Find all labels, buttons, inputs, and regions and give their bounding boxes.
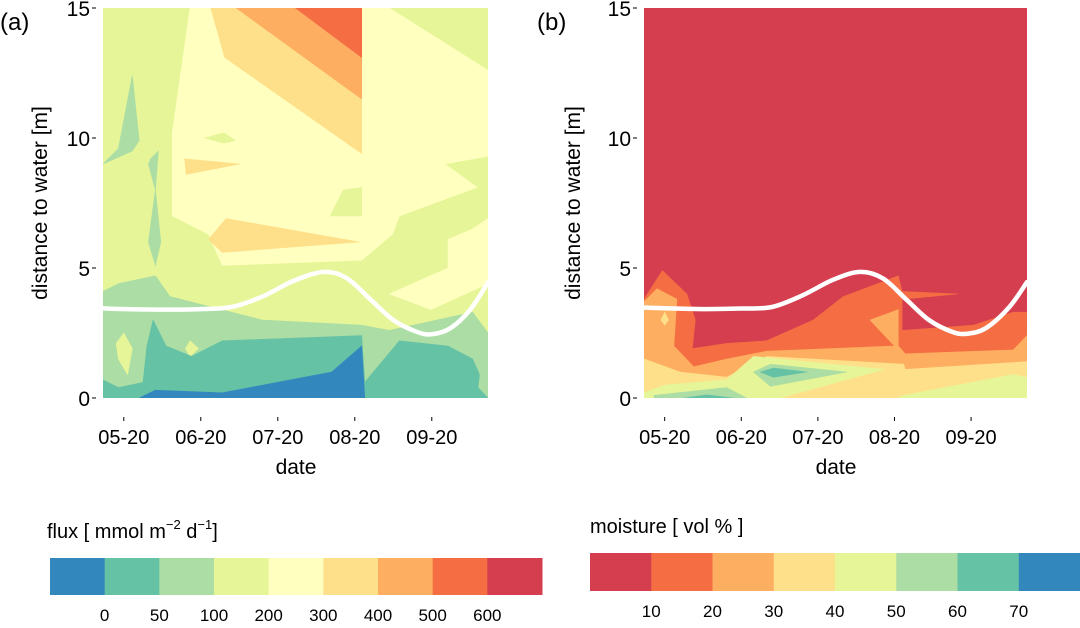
contour-region-0-50 <box>103 319 488 398</box>
x-tick-label: 08-20 <box>869 427 920 449</box>
x-tick-label: 05-20 <box>639 427 690 449</box>
plot-area <box>103 8 488 398</box>
legend-color-swatch <box>50 558 106 595</box>
panel-a-label: (a) <box>0 9 29 36</box>
legend-tick-label: 40 <box>826 602 845 621</box>
flux-title-sup2: −1 <box>197 517 212 532</box>
x-tick-label: 09-20 <box>406 427 457 449</box>
x-tick-label: 05-20 <box>98 427 149 449</box>
legend-color-swatch <box>712 553 775 591</box>
panel-a-x-axis-label: date <box>276 456 317 479</box>
panel-a-y-axis-label: distance to water [m] <box>29 106 52 300</box>
legend-color-swatch <box>268 558 324 595</box>
legend-tick-label: 10 <box>642 602 661 621</box>
contour-region-500-600 <box>294 8 363 58</box>
flux-title-end: ] <box>212 521 218 543</box>
y-tick-label: 5 <box>619 258 631 281</box>
contour-region-40-50 <box>898 374 1027 398</box>
contour-region-50-100 <box>103 75 140 165</box>
legend-tick-label: 50 <box>887 602 906 621</box>
x-tick-label: 07-20 <box>252 427 303 449</box>
panel-b-moisture-contour: (b) distance to water [m] date 0 5 10 15 05-… <box>537 0 1027 479</box>
flux-title-main: flux [ mmol m <box>47 521 166 543</box>
contour-region--0 <box>139 345 366 398</box>
flux-legend-title: flux [ mmol m−2 d−1] <box>47 517 218 543</box>
contour-region--10 <box>644 8 1027 398</box>
flux-title-sup1: −2 <box>166 517 181 532</box>
legend-tick-label: 500 <box>418 606 446 623</box>
panel-a-flux-contour: (a) distance to water [m] date 0 5 10 15 05-… <box>0 0 488 479</box>
legend-tick-label: 30 <box>764 602 783 621</box>
contour-region-50-100 <box>148 150 162 267</box>
legend-color-swatch <box>590 553 652 591</box>
contour-region-300-400 <box>184 158 241 175</box>
panel-b-label: (b) <box>537 9 566 36</box>
y-tick-label: 0 <box>619 388 631 411</box>
legend-tick-label: 70 <box>1009 602 1028 621</box>
legend-color-swatch <box>159 558 215 595</box>
x-tick-label: 07-20 <box>792 427 843 449</box>
legend-tick-label: 300 <box>309 606 337 623</box>
water-level-line <box>103 269 488 337</box>
y-tick-label: 10 <box>608 128 631 151</box>
contour-region-30-40 <box>660 311 669 326</box>
legend-tick-label: 0 <box>100 606 109 623</box>
x-tick-label: 08-20 <box>329 427 380 449</box>
contour-region-60-70 <box>683 394 734 398</box>
legend-tick-label: 50 <box>150 606 169 623</box>
contour-region-100-200 <box>185 340 199 357</box>
legend-color-swatch <box>323 558 379 595</box>
legend-color-swatch <box>773 553 836 591</box>
legend-tick-label: 60 <box>948 602 967 621</box>
legend-tick-label: 20 <box>703 602 722 621</box>
legend-color-swatch <box>378 558 434 595</box>
flux-title-d: d <box>181 521 198 543</box>
water-level-line <box>644 269 1027 337</box>
x-tick-label: 09-20 <box>946 427 997 449</box>
contour-region-300-400 <box>208 218 360 253</box>
legend-color-swatch <box>432 558 488 595</box>
moisture-legend-title: moisture [ vol % ] <box>590 516 743 538</box>
panel-b-y-axis-label: distance to water [m] <box>562 106 585 300</box>
legend-color-swatch <box>214 558 270 595</box>
plot-area <box>644 8 1027 398</box>
y-tick-label: 15 <box>67 0 90 21</box>
y-tick-label: 10 <box>67 128 90 151</box>
contour-region-50-60 <box>653 387 747 398</box>
legend-color-swatch <box>651 553 713 591</box>
x-tick-label: 06-20 <box>175 427 226 449</box>
legend-color-swatch <box>896 553 958 591</box>
flux-legend: flux [ mmol m−2 d−1] 0 50 100 200 300 400 500 6… <box>47 517 543 625</box>
legend-tick-label: 200 <box>254 606 282 623</box>
contour-region-100-200 <box>329 187 363 217</box>
y-tick-label: 5 <box>78 258 90 281</box>
panel-b-x-axis-label: date <box>816 456 857 479</box>
contour-region-100-200 <box>203 132 237 144</box>
legend-color-swatch <box>104 558 160 595</box>
legend-color-swatch <box>487 558 543 595</box>
legend-tick-label: 600 <box>473 606 501 623</box>
y-tick-label: 0 <box>78 388 90 411</box>
contour-region-200-300 <box>388 218 488 310</box>
x-tick-label: 06-20 <box>716 427 767 449</box>
y-tick-label: 15 <box>608 0 631 21</box>
legend-tick-label: 400 <box>364 606 392 623</box>
legend-color-swatch <box>835 553 897 591</box>
contour-region-60-70 <box>759 367 808 378</box>
moisture-legend: moisture [ vol % ] 10 20 30 40 50 60 70 <box>590 516 1080 621</box>
legend-tick-label: 100 <box>200 606 228 623</box>
legend-color-swatch <box>957 553 1020 591</box>
contour-region-100-200 <box>115 332 133 376</box>
legend-color-swatch <box>1018 553 1080 591</box>
